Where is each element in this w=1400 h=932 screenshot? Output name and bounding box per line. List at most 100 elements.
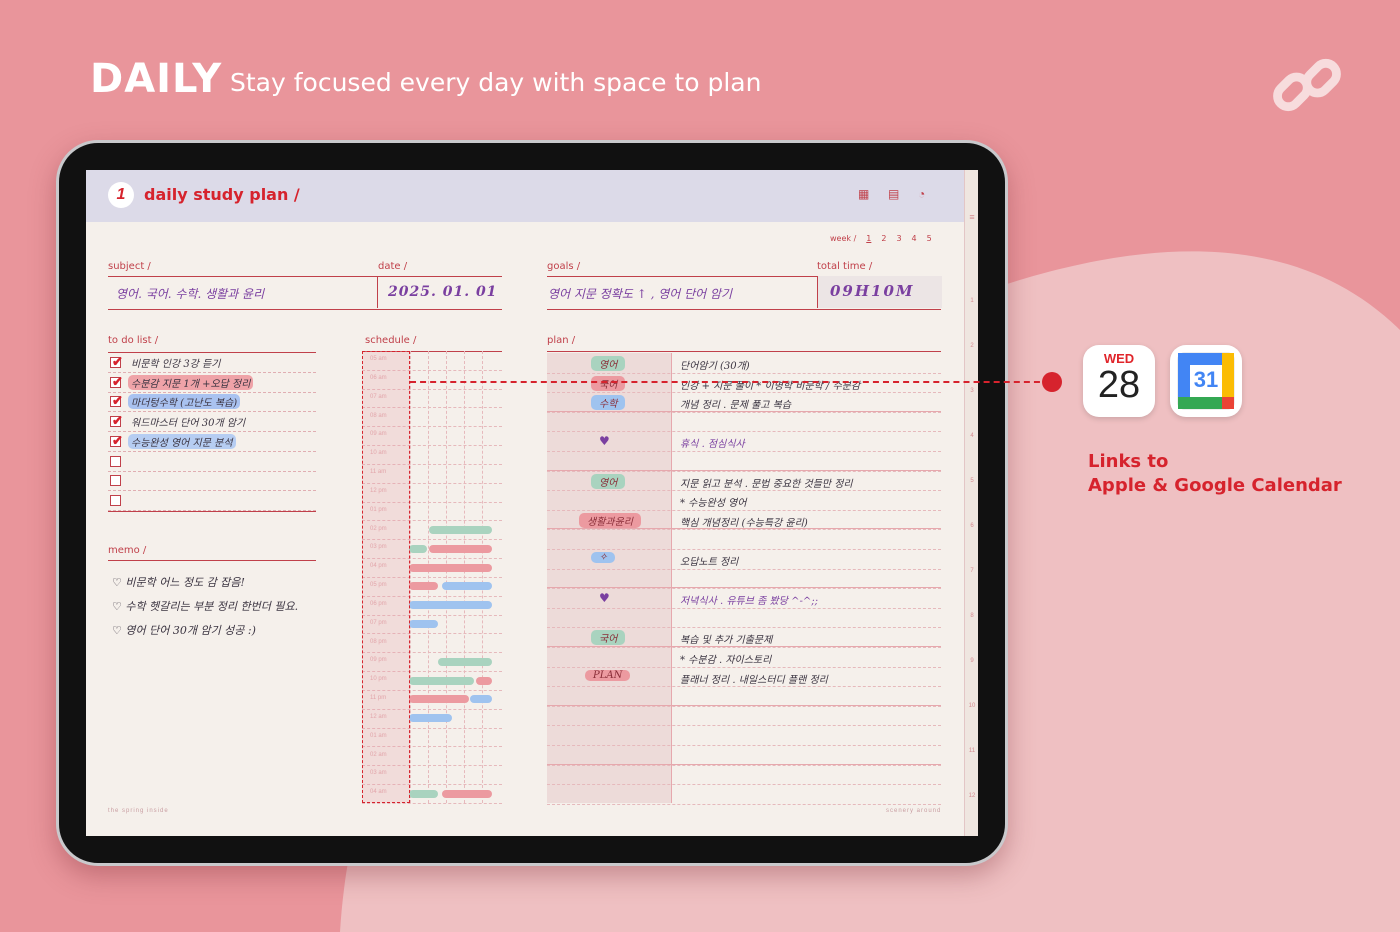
week-day-3[interactable]: 3: [896, 234, 902, 243]
week-day-2[interactable]: 2: [881, 234, 887, 243]
todo-item[interactable]: ✔ 비문학 인강 3강 듣기: [108, 353, 316, 373]
todo-checkbox[interactable]: [110, 475, 121, 487]
schedule-block[interactable]: [429, 525, 492, 534]
schedule-block[interactable]: [409, 601, 492, 610]
plan-row[interactable]: [547, 765, 941, 786]
todo-item[interactable]: [108, 452, 316, 472]
schedule-block[interactable]: [429, 544, 492, 553]
schedule-block[interactable]: [441, 582, 492, 591]
schedule-hour-row[interactable]: 08 pm: [362, 634, 502, 654]
todo-checkbox[interactable]: ✔: [110, 433, 123, 448]
schedule-hour-row[interactable]: 11 pm: [362, 690, 502, 710]
page-number-badge[interactable]: 1: [108, 182, 134, 208]
plan-row[interactable]: [547, 353, 941, 374]
plan-row[interactable]: [547, 510, 941, 531]
month-tab-4[interactable]: 4: [970, 433, 974, 439]
month-tab-6[interactable]: 6: [970, 523, 974, 529]
total-time-field[interactable]: [817, 276, 942, 308]
plan-row[interactable]: [547, 608, 941, 629]
plan-row[interactable]: [547, 784, 941, 805]
month-tab-12[interactable]: 12: [968, 793, 976, 799]
schedule-hour-row[interactable]: 06 pm: [362, 596, 502, 616]
link-icon[interactable]: [1268, 46, 1346, 124]
subject-field[interactable]: [108, 276, 502, 310]
plan-row[interactable]: [547, 412, 941, 433]
schedule-block[interactable]: [409, 582, 438, 591]
todo-item[interactable]: [108, 471, 316, 492]
plan-row[interactable]: [547, 686, 941, 707]
schedule-block[interactable]: [409, 676, 474, 685]
schedule-hour-row[interactable]: 04 am: [362, 784, 502, 804]
plan-row[interactable]: [547, 569, 941, 590]
plan-row[interactable]: [547, 392, 941, 413]
week-day-4[interactable]: 4: [911, 234, 917, 243]
plan-row[interactable]: [547, 647, 941, 668]
schedule-block[interactable]: [409, 563, 492, 572]
todo-item[interactable]: ✔ 수분감 지문 1개 +오답 정리: [108, 373, 316, 393]
todo-checkbox[interactable]: [110, 494, 121, 506]
plan-row[interactable]: [547, 529, 941, 550]
schedule-block[interactable]: [409, 544, 428, 553]
schedule-hour-row[interactable]: 02 pm: [362, 521, 502, 541]
schedule-hour-row[interactable]: 05 am: [362, 351, 502, 371]
month-tab-1[interactable]: 1: [970, 298, 974, 304]
schedule-block[interactable]: [409, 620, 438, 629]
month-tab-10[interactable]: 10: [968, 703, 976, 709]
schedule-grid[interactable]: 05 am 06 am 07 am 08 am 09 am 10 am 11 am 12 pm…: [362, 351, 502, 804]
plan-row[interactable]: [547, 431, 941, 452]
month-tab-9[interactable]: 9: [970, 658, 974, 664]
menu-icon[interactable]: ≡: [969, 212, 975, 222]
schedule-hour-row[interactable]: 05 pm: [362, 577, 502, 597]
schedule-block[interactable]: [470, 695, 492, 704]
schedule-hour-row[interactable]: 09 am: [362, 426, 502, 447]
schedule-hour-row[interactable]: 12 pm: [362, 483, 502, 503]
month-tab-7[interactable]: 7: [970, 568, 974, 574]
apple-calendar-icon[interactable]: WED 28: [1083, 345, 1155, 417]
plan-row[interactable]: [547, 490, 941, 511]
schedule-block[interactable]: [475, 676, 492, 685]
schedule-hour-row[interactable]: 02 am: [362, 747, 502, 767]
schedule-hour-row[interactable]: 01 pm: [362, 502, 502, 522]
week-day-1[interactable]: 1: [866, 234, 872, 243]
todo-checkbox[interactable]: ✔: [110, 393, 123, 408]
month-tab-2[interactable]: 2: [970, 343, 974, 349]
google-calendar-icon[interactable]: 31: [1170, 345, 1242, 417]
month-tab-11[interactable]: 11: [968, 748, 976, 754]
plan-row[interactable]: [547, 627, 941, 648]
month-tab-3[interactable]: 3: [970, 388, 974, 394]
schedule-hour-row[interactable]: 12 am: [362, 709, 502, 729]
todo-item[interactable]: ✔ 수능완성 영어 지문 분석: [108, 432, 316, 452]
schedule-block[interactable]: [409, 789, 438, 798]
schedule-hour-row[interactable]: 04 pm: [362, 558, 502, 578]
schedule-block[interactable]: [438, 657, 492, 666]
plan-row[interactable]: [547, 706, 941, 727]
schedule-hour-row[interactable]: 03 pm: [362, 539, 502, 560]
todo-checkbox[interactable]: ✔: [110, 374, 123, 389]
grid-icon[interactable]: ▦: [858, 187, 870, 201]
todo-checkbox[interactable]: ✔: [110, 354, 123, 369]
schedule-hour-row[interactable]: 07 am: [362, 389, 502, 409]
schedule-hour-row[interactable]: 09 pm: [362, 652, 502, 673]
todo-item[interactable]: ✔ 워드마스터 단어 30개 암기: [108, 412, 316, 433]
plan-row[interactable]: [547, 451, 941, 472]
schedule-hour-row[interactable]: 10 pm: [362, 671, 502, 691]
todo-item[interactable]: ✔ 마더텅수학 (고난도 복습): [108, 392, 316, 413]
schedule-hour-row[interactable]: 08 am: [362, 408, 502, 428]
goals-field[interactable]: [547, 276, 941, 310]
plan-row[interactable]: [547, 471, 941, 492]
month-tab-8[interactable]: 8: [970, 613, 974, 619]
schedule-block[interactable]: [409, 695, 469, 704]
plan-row[interactable]: [547, 725, 941, 746]
schedule-block[interactable]: [409, 714, 453, 723]
list-icon[interactable]: ▤: [888, 187, 900, 201]
plan-row[interactable]: [547, 373, 941, 394]
schedule-hour-row[interactable]: 07 pm: [362, 615, 502, 635]
plan-row[interactable]: [547, 745, 941, 766]
schedule-block[interactable]: [441, 789, 492, 798]
todo-checkbox[interactable]: [110, 455, 121, 467]
plan-row[interactable]: [547, 588, 941, 609]
plan-row[interactable]: [547, 549, 941, 570]
schedule-hour-row[interactable]: 03 am: [362, 765, 502, 786]
plan-row[interactable]: [547, 667, 941, 688]
sticker-icon[interactable]: ◔: [918, 187, 926, 201]
